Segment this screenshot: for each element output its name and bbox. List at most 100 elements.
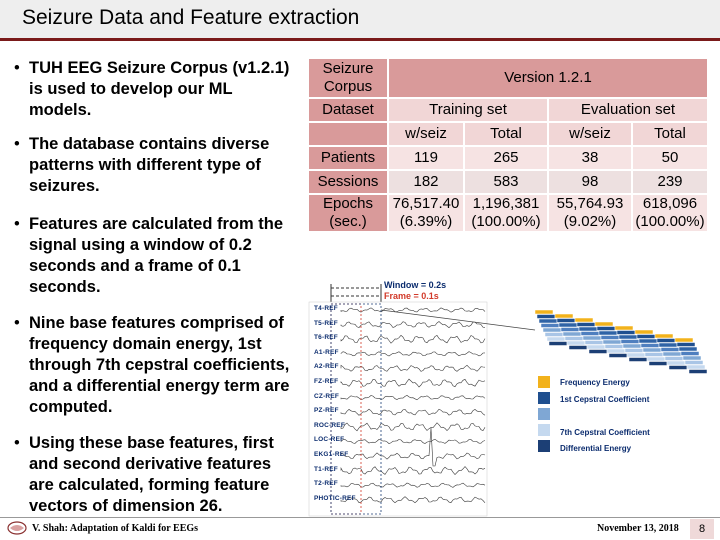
legend-cepstral1: 1st Cepstral Coefficient: [560, 395, 650, 404]
logo-icon: [7, 521, 27, 535]
seizure-corpus-table: Seizure Corpus Version 1.2.1 Dataset Tra…: [307, 57, 709, 233]
feature-cell: [568, 345, 588, 350]
feature-cell: [680, 351, 700, 356]
table-cell: 618,096 (100.00%): [633, 195, 707, 231]
footer-date: November 13, 2018: [597, 523, 679, 534]
feature-cell: [556, 318, 576, 323]
eeg-trace: [340, 395, 486, 401]
eeg-trace: [340, 307, 486, 313]
feature-cell: [638, 338, 658, 344]
feature-cell: [648, 361, 668, 366]
legend-swatch-cepstral7: [538, 424, 550, 436]
corpus-label-cell: Seizure Corpus: [309, 59, 387, 97]
eeg-trace: [340, 364, 486, 372]
arrow-line: [380, 309, 536, 331]
legend-swatch-energy: [538, 376, 550, 388]
feature-cell: [602, 339, 622, 345]
feature-cell: [596, 326, 616, 331]
evaluation-set-header: Evaluation set: [549, 99, 707, 121]
bullet-text: Nine base features comprised of frequenc…: [29, 314, 290, 416]
eeg-trace: [340, 482, 486, 488]
bullet-marker: •: [14, 135, 20, 153]
table-cell: 583: [465, 171, 547, 193]
bullet-text: The database contains diverse patterns w…: [29, 135, 270, 195]
feature-cell: [674, 337, 694, 343]
table-cell: 98: [549, 171, 631, 193]
channel-label: T2-REF: [314, 480, 338, 488]
feature-cell: [546, 336, 566, 342]
page-number: 8: [690, 519, 714, 539]
feature-cell: [686, 364, 706, 370]
channel-label: FZ-REF: [314, 378, 339, 385]
feature-cell: [624, 348, 644, 353]
bullet-marker: •: [14, 434, 20, 452]
feature-cell: [600, 335, 620, 340]
frame-label: Frame = 0.1s: [384, 291, 439, 301]
window-box: [330, 303, 382, 515]
eeg-traces: [340, 307, 486, 504]
table-cell: 38: [549, 147, 631, 169]
channel-label: CZ-REF: [314, 392, 340, 400]
eeg-trace: [340, 496, 486, 504]
footer-author: V. Shah: Adaptation of Kaldi for EEGs: [32, 523, 199, 534]
feature-cell: [662, 351, 682, 357]
train-total-header: Total: [465, 123, 547, 145]
eeg-trace: [340, 378, 486, 388]
table-cell: 182: [389, 171, 463, 193]
feature-cell: [548, 341, 568, 346]
feature-cell: [614, 325, 634, 331]
legend-swatch-cepstral1: [538, 392, 550, 404]
channel-label: ROC-REF: [314, 421, 346, 429]
channel-label: A1-REF: [314, 348, 339, 356]
bullet-marker: •: [14, 314, 20, 332]
bullet-text: TUH EEG Seizure Corpus (v1.2.1) is used …: [29, 59, 290, 119]
eeg-trace: [340, 438, 486, 444]
feature-cell: [588, 349, 608, 354]
bullet-item: • The database contains diverse patterns…: [10, 134, 295, 197]
feature-cell: [684, 360, 704, 365]
training-set-header: Training set: [389, 99, 547, 121]
channel-label: PHOTIC-REF: [314, 494, 356, 502]
feature-cell: [580, 331, 600, 336]
feature-cell: [544, 332, 564, 337]
feature-cell: [562, 331, 582, 337]
feature-cell: [618, 334, 638, 340]
legend-swatch-diff: [538, 440, 550, 452]
feature-cell: [660, 347, 680, 352]
feature-cell: [534, 309, 554, 315]
empty-header-cell: [309, 123, 387, 145]
eeg-trace: [340, 408, 486, 416]
feature-cell: [616, 330, 636, 335]
feature-cell: [676, 342, 696, 347]
feature-cell: [656, 338, 676, 343]
table-cell: 119: [389, 147, 463, 169]
table-cell: 76,517.40 (6.39%): [389, 195, 463, 231]
row-label: Patients: [309, 147, 387, 169]
eval-total-header: Total: [633, 123, 707, 145]
eeg-trace: [340, 321, 486, 329]
feature-cell: [634, 329, 654, 335]
title-rule: [0, 38, 720, 41]
feature-cell: [564, 336, 584, 341]
feature-cell: [584, 340, 604, 345]
table-cell: 55,764.93 (9.02%): [549, 195, 631, 231]
legend-diff: Differential Energy: [560, 444, 632, 453]
bullet-marker: •: [14, 215, 20, 233]
feature-cell: [626, 352, 646, 358]
feature-cell: [682, 355, 702, 361]
legend-cepstral7: 7th Cepstral Coefficient: [560, 428, 650, 437]
feature-cell: [644, 352, 664, 357]
feature-cell: [598, 330, 618, 336]
footer-rule: [0, 517, 720, 518]
table-cell: 265: [465, 147, 547, 169]
feature-cell: [642, 347, 662, 353]
feature-cell: [560, 327, 580, 332]
feature-cell: [620, 339, 640, 344]
feature-cell: [622, 343, 642, 349]
feature-cell: [554, 313, 574, 319]
feature-cell: [574, 317, 594, 323]
channel-label: T4-REF: [314, 305, 338, 312]
feature-cell: [558, 322, 578, 328]
eeg-trace: [340, 334, 486, 344]
feature-cell: [654, 333, 674, 339]
